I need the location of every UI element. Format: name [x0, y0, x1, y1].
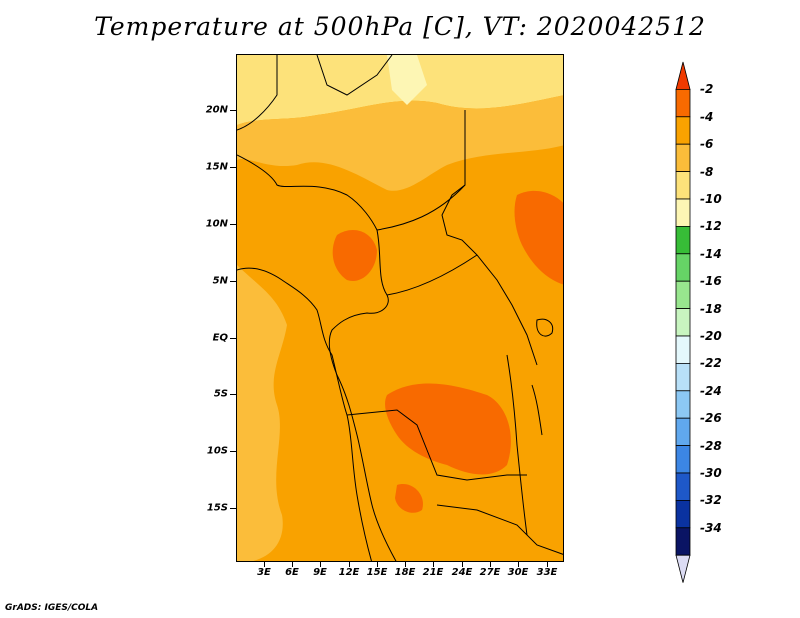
field-south-warm-small — [395, 484, 423, 513]
lon-tick — [264, 562, 265, 567]
color-bar-box — [675, 554, 691, 583]
lon-tick — [292, 562, 293, 567]
color-bar-box — [675, 198, 691, 227]
lat-label: 5N — [212, 275, 228, 287]
lat-tick — [230, 110, 236, 111]
color-bar-box — [675, 308, 691, 337]
border-line-7 — [316, 55, 393, 96]
lat-label: 20N — [205, 104, 228, 116]
border-line-2 — [441, 110, 538, 366]
border-line-4 — [386, 254, 478, 296]
lat-tick — [230, 224, 236, 225]
lon-tick — [320, 562, 321, 567]
lon-label: 30E — [507, 567, 529, 578]
lon-label: 15E — [366, 567, 388, 578]
border-line-3 — [376, 184, 466, 231]
border-line-1 — [237, 154, 397, 561]
lon-tick — [433, 562, 434, 567]
color-bar-box — [675, 445, 691, 474]
coastline-west — [237, 267, 372, 561]
lake-tanganyika — [531, 384, 543, 436]
temperature-map — [236, 54, 564, 562]
lat-tick — [230, 508, 236, 509]
lon-tick — [518, 562, 519, 567]
field-central-warm — [332, 230, 377, 281]
color-bar-label: -12 — [700, 219, 722, 234]
lon-label: 6E — [285, 567, 299, 578]
color-bar-box — [675, 280, 691, 310]
color-bar-label: -22 — [700, 356, 722, 371]
border-line-8 — [237, 55, 278, 131]
lat-label: 10N — [205, 218, 228, 230]
lat-label: EQ — [212, 332, 228, 344]
color-bar-box — [675, 362, 691, 392]
lat-label: 5S — [213, 388, 228, 400]
lat-tick — [230, 394, 236, 395]
field-band-north-mid — [237, 95, 563, 191]
lon-tick — [547, 562, 548, 567]
lon-label: 18E — [394, 567, 416, 578]
color-bar-box — [675, 390, 691, 419]
color-bar-label: -24 — [700, 383, 722, 398]
lat-label: 15S — [206, 502, 228, 514]
color-bar-label: -34 — [700, 520, 722, 535]
color-bar-box — [675, 225, 691, 255]
color-bar-label: -8 — [700, 164, 714, 179]
lon-label: 21E — [422, 567, 444, 578]
color-bar-box — [675, 116, 691, 145]
color-bar-box — [675, 499, 691, 529]
border-line-6 — [506, 354, 528, 536]
color-bar-box — [675, 253, 691, 282]
lon-label: 3E — [257, 567, 271, 578]
field-south-warm — [385, 383, 511, 475]
color-bar-label: -30 — [700, 466, 722, 480]
grads-credit: GrADS: IGES/COLA — [5, 603, 99, 613]
color-bar-label: -26 — [700, 411, 722, 426]
color-bar-box — [675, 143, 691, 172]
color-bar-box — [675, 527, 691, 556]
lon-tick — [462, 562, 463, 567]
map-title: Temperature at 500hPa [C], VT: 202004251… — [94, 12, 706, 41]
color-bar-label: -18 — [700, 301, 722, 316]
lon-label: 24E — [451, 567, 473, 578]
field-band-north-pale — [387, 55, 427, 105]
color-bar-label: -28 — [700, 438, 722, 453]
color-bar-box — [675, 335, 691, 364]
field-east-warm — [514, 190, 563, 285]
political-borders — [237, 55, 563, 561]
color-bar-label: -16 — [700, 274, 722, 289]
color-bar-label: -14 — [700, 246, 722, 261]
field-west-light — [237, 265, 287, 561]
border-line-9 — [436, 504, 563, 555]
lat-tick — [230, 167, 236, 168]
color-bar-label: -20 — [700, 329, 722, 343]
lake-victoria — [536, 318, 554, 337]
lat-tick — [230, 451, 236, 452]
lon-label: 12E — [338, 567, 360, 578]
lon-label: 27E — [479, 567, 501, 578]
color-bar-label: -32 — [700, 493, 722, 508]
lon-label: 33E — [536, 567, 558, 578]
color-bar-label: -4 — [700, 109, 714, 124]
border-line-5 — [346, 409, 527, 481]
color-bar-box — [675, 61, 691, 90]
color-bar-box — [675, 171, 691, 200]
lat-label: 15N — [205, 161, 228, 173]
color-bar-label: -6 — [700, 137, 714, 152]
lon-tick — [377, 562, 378, 567]
map-canvas — [237, 55, 563, 561]
lat-tick — [230, 338, 236, 339]
color-bar-box — [675, 417, 691, 447]
color-bar-label: -2 — [700, 82, 714, 97]
lon-tick — [349, 562, 350, 567]
color-bar-label: -10 — [700, 192, 722, 206]
color-bar-box — [675, 472, 691, 501]
color-bar-box — [675, 89, 691, 118]
color-bar-boxes — [675, 61, 691, 583]
lon-label: 9E — [313, 567, 327, 578]
lat-tick — [230, 281, 236, 282]
lon-tick — [490, 562, 491, 567]
lon-tick — [405, 562, 406, 567]
lat-label: 10S — [206, 445, 228, 457]
